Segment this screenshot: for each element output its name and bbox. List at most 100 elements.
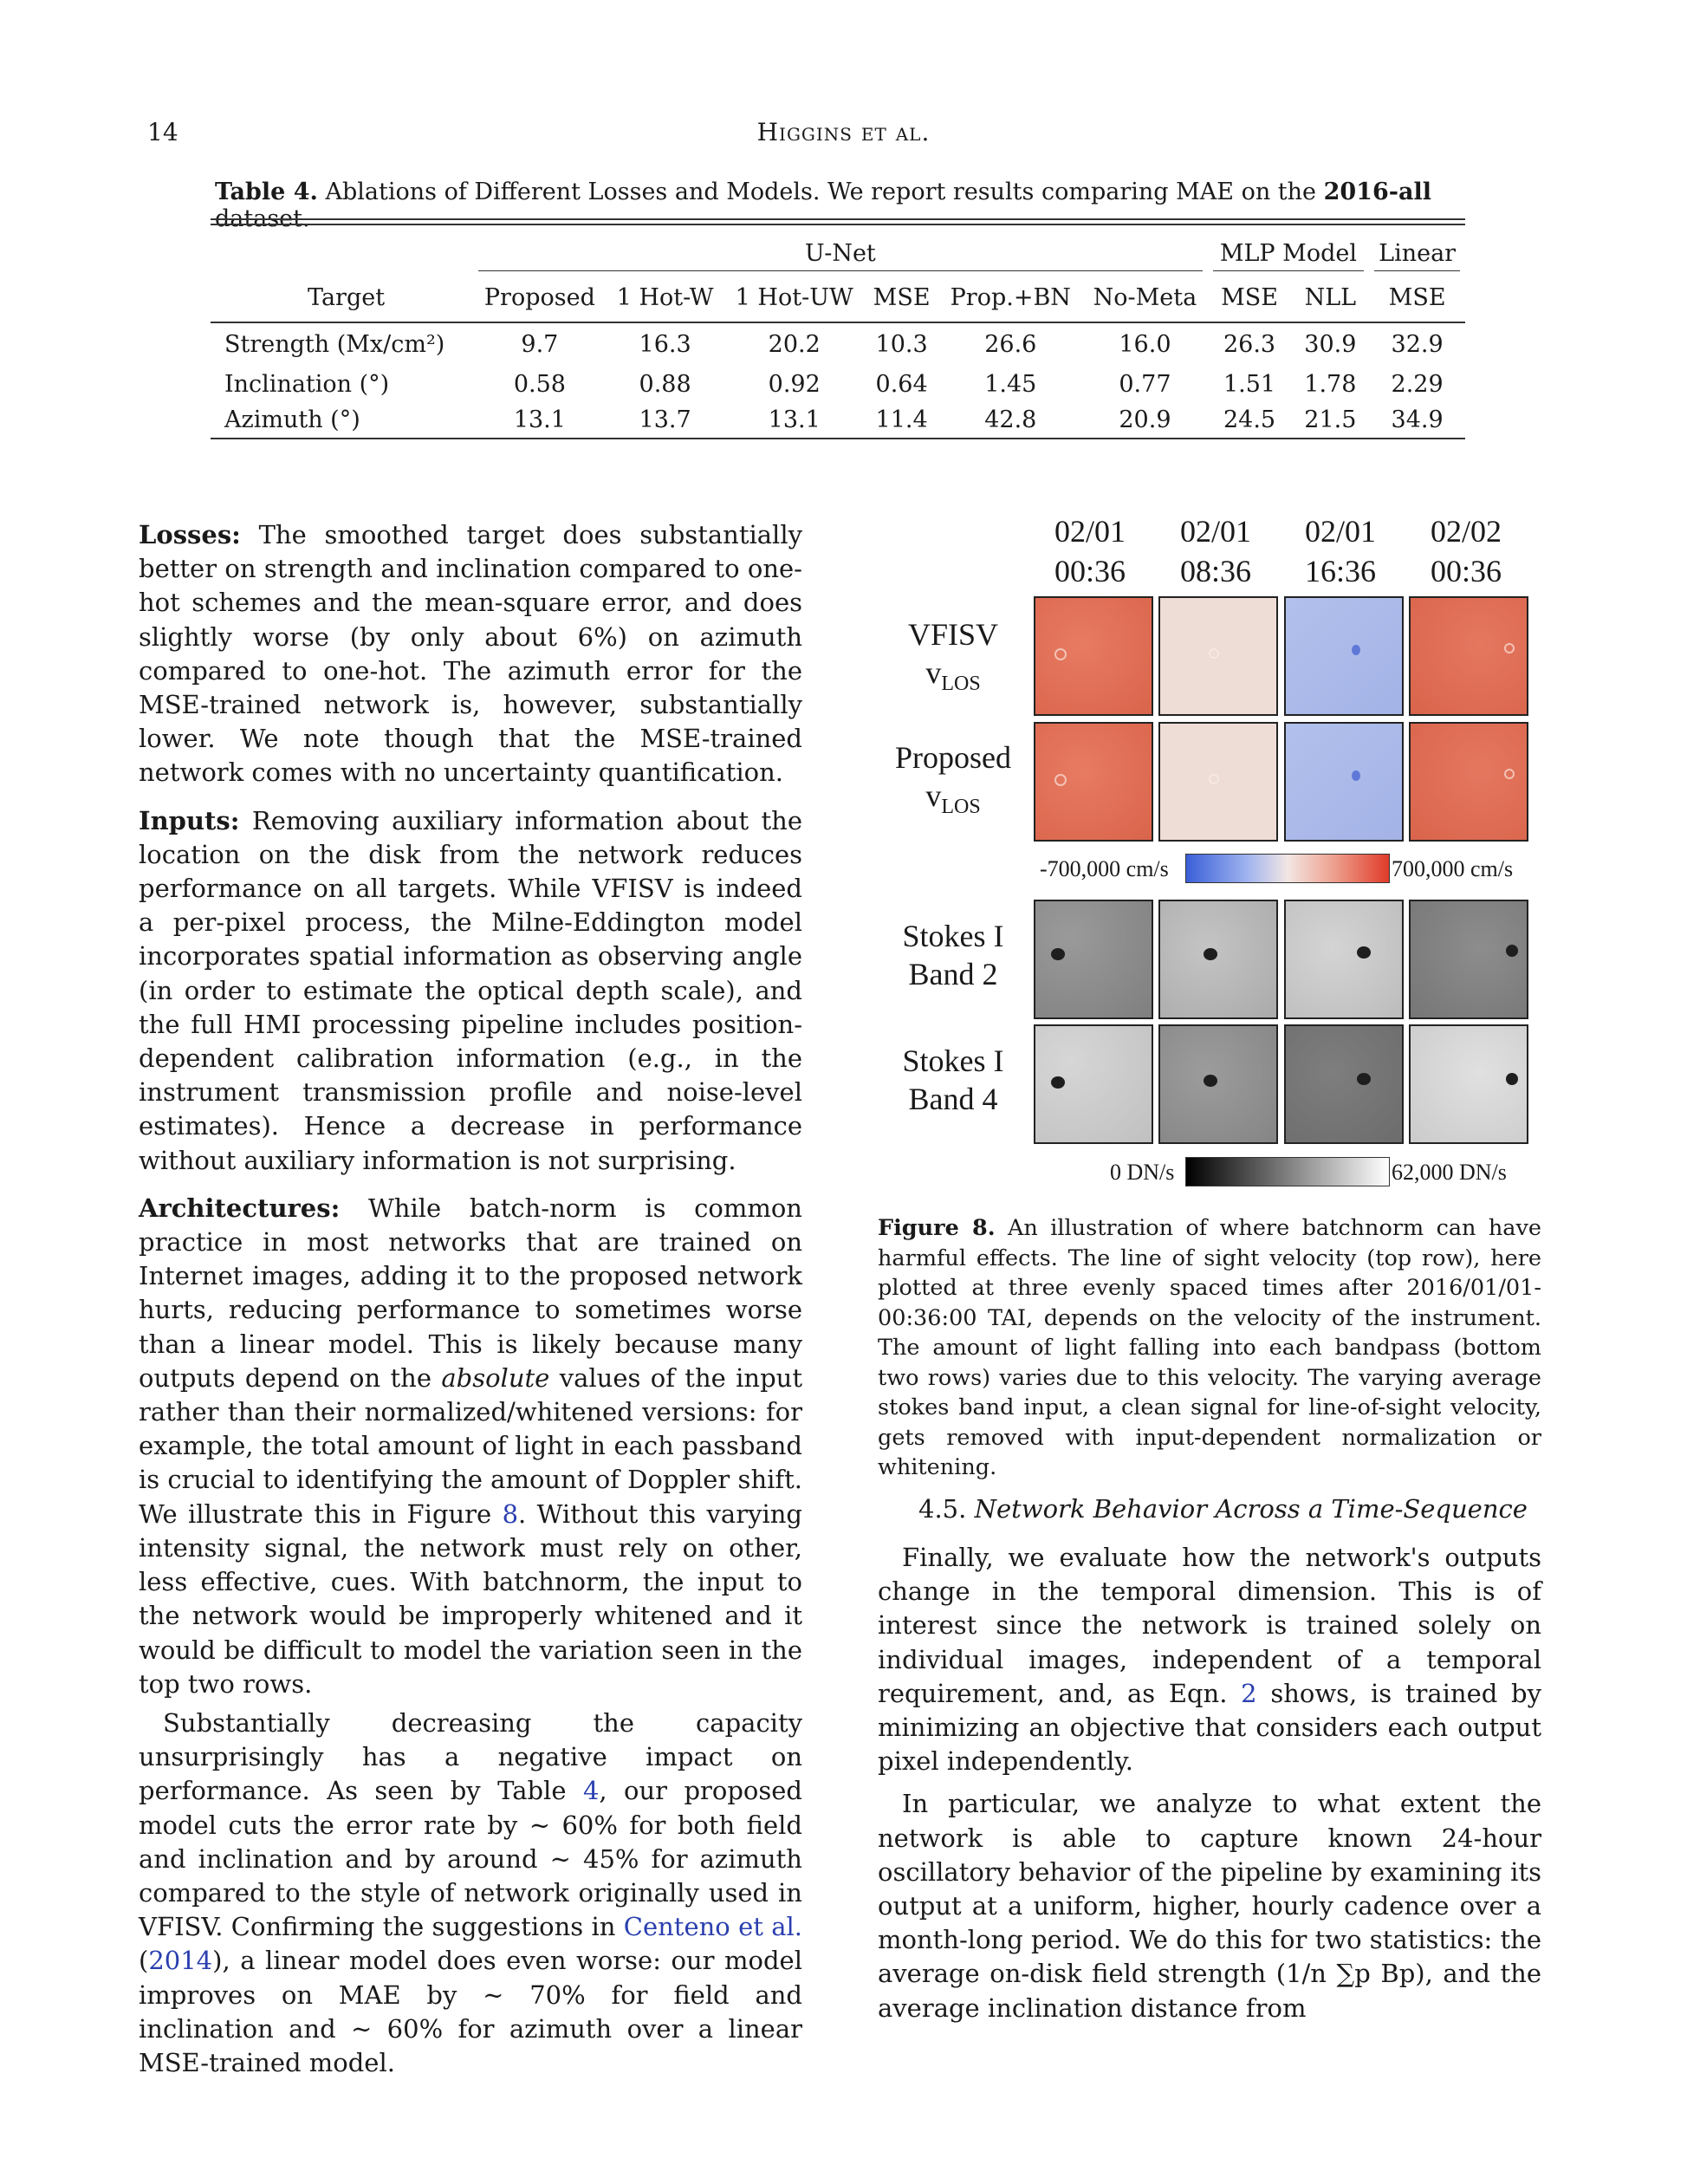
column-header: Prop.+BN — [938, 274, 1083, 323]
column-header: Proposed — [473, 274, 607, 323]
table-cell: 1.78 — [1304, 370, 1357, 398]
sunspot-marker — [1051, 1076, 1065, 1089]
row-label-line: vLOS — [875, 777, 1031, 826]
figure-caption-label: Figure 8. — [878, 1215, 996, 1241]
architectures-text-2: values of the input rather than their no… — [139, 1362, 802, 1529]
table-cell: 26.3 — [1223, 331, 1276, 358]
table-row: Strength (Mx/cm²) 9.7 16.3 20.2 10.3 26.… — [211, 322, 1465, 366]
table-cell: 24.5 — [1207, 402, 1292, 439]
architectures-heading: Architectures: — [139, 1193, 341, 1223]
sunspot-marker — [1357, 1073, 1371, 1085]
citation-year-link[interactable]: 2014 — [148, 1946, 213, 1976]
time-date: 02/02 — [1430, 514, 1502, 549]
capacity-text: Substantially decreasing the capacity un… — [139, 1707, 802, 1806]
table-cell: 11.4 — [864, 402, 939, 439]
time-clock: 08:36 — [1179, 554, 1251, 588]
time-label: 02/01 00:36 — [1025, 511, 1155, 591]
table-caption-dataset: 2016-all — [1323, 179, 1431, 205]
table-4-link[interactable]: 4 — [582, 1776, 600, 1806]
row-target: Strength (Mx/cm²) — [224, 331, 445, 358]
table-header-row: Target Proposed 1 Hot-W 1 Hot-UW MSE Pro… — [211, 274, 1465, 323]
sunspot-marker — [1054, 648, 1067, 660]
intensity-colorbar — [1185, 1157, 1390, 1186]
sunspot-marker — [1504, 643, 1515, 653]
group-unet: U-Net — [478, 240, 1203, 271]
intensity-colorbar-min: 0 DN/s — [1110, 1160, 1175, 1185]
paragraph-temporal: Finally, we evaluate how the network's o… — [878, 1541, 1541, 1778]
column-header: 1 Hot-UW — [723, 274, 865, 323]
time-clock: 16:36 — [1304, 554, 1376, 588]
row-label-line: Stokes I — [902, 919, 1004, 953]
row-label-band2: Stokes I Band 2 — [875, 917, 1031, 993]
table-group-row: U-Net MLP Model Linear — [211, 225, 1465, 274]
right-column: Finally, we evaluate how the network's o… — [878, 1541, 1541, 2034]
table-cell: 30.9 — [1304, 331, 1357, 358]
group-linear: Linear — [1374, 240, 1460, 271]
intensity-panel — [1284, 1024, 1404, 1144]
velocity-panel — [1158, 722, 1278, 842]
temporal-text: Finally, we evaluate how the network's o… — [878, 1543, 1541, 1708]
row-label-subscript: LOS — [941, 673, 981, 696]
figure-8-link[interactable]: 8 — [502, 1498, 519, 1529]
table-cell: 32.9 — [1391, 331, 1444, 358]
table-cell: 20.9 — [1082, 402, 1208, 439]
figure-caption: Figure 8. An illustration of where batch… — [878, 1213, 1541, 1483]
equation-2-link[interactable]: 2 — [1241, 1678, 1257, 1708]
architectures-text-3: . Without this varying intensity signal,… — [139, 1498, 802, 1699]
paragraph-capacity: Substantially decreasing the capacity un… — [139, 1706, 802, 2080]
time-date: 02/01 — [1304, 514, 1376, 549]
velocity-panel — [1034, 722, 1153, 842]
velocity-panel — [1409, 722, 1528, 842]
sunspot-marker — [1506, 1073, 1518, 1085]
running-head: Higgins et al. — [0, 118, 1687, 146]
time-label: 02/01 08:36 — [1151, 511, 1281, 591]
row-label-proposed: Proposed vLOS — [875, 738, 1031, 826]
architectures-text: While batch-norm is common practice in m… — [139, 1193, 802, 1393]
table-cell: 1.45 — [984, 370, 1037, 398]
velocity-colorbar-min: -700,000 cm/s — [1040, 856, 1169, 881]
table-cell: 10.3 — [875, 331, 928, 358]
sunspot-marker — [1209, 774, 1219, 784]
time-label: 02/01 16:36 — [1275, 511, 1405, 591]
table-caption-text: Ablations of Different Losses and Models… — [317, 179, 1324, 205]
inputs-heading: Inputs: — [139, 805, 240, 835]
table-row: Azimuth (°) 13.1 13.7 13.1 11.4 42.8 20.… — [211, 402, 1465, 439]
velocity-colorbar — [1185, 854, 1390, 883]
time-clock: 00:36 — [1430, 554, 1502, 588]
column-header: NLL — [1291, 274, 1370, 323]
intensity-panel — [1158, 1024, 1278, 1144]
sunspot-marker — [1357, 946, 1371, 959]
intensity-panel — [1284, 900, 1404, 1019]
table-cell: 20.2 — [768, 331, 821, 358]
row-target: Inclination (°) — [224, 370, 390, 398]
table-row: Inclination (°) 0.58 0.88 0.92 0.64 1.45… — [211, 366, 1465, 402]
row-target: Azimuth (°) — [211, 402, 474, 439]
figure-8: 02/01 00:36 02/01 08:36 02/01 16:36 02/02 00… — [875, 511, 1542, 1196]
centeno-citation-link[interactable]: Centeno et al. — [623, 1912, 802, 1942]
velocity-panel — [1158, 596, 1278, 716]
section-heading: 4.5. Network Behavior Across a Time-Sequ… — [918, 1494, 1528, 1524]
time-clock: 00:36 — [1054, 554, 1126, 588]
table-cell: 0.92 — [768, 370, 821, 398]
table-cell: 0.77 — [1119, 370, 1171, 398]
table-cell: 9.7 — [521, 331, 559, 358]
velocity-panel — [1284, 722, 1404, 842]
capacity-text-4: ), a linear model does even worse: our m… — [139, 1946, 802, 2077]
row-label-symbol: v — [925, 655, 942, 690]
sunspot-marker — [1204, 948, 1217, 960]
row-label-line: VFISV — [907, 617, 999, 652]
intensity-colorbar-max: 62,000 DN/s — [1392, 1160, 1507, 1185]
velocity-panel — [1284, 596, 1404, 716]
column-header: MSE — [1207, 274, 1292, 323]
time-date: 02/01 — [1054, 514, 1126, 549]
losses-heading: Losses: — [139, 520, 241, 549]
results-table: U-Net MLP Model Linear Target Proposed 1… — [211, 218, 1465, 439]
table-cell: 42.8 — [938, 402, 1083, 439]
page-number: 14 — [147, 118, 178, 146]
table-cell: 21.5 — [1291, 402, 1370, 439]
velocity-panel — [1409, 596, 1528, 716]
row-label-line: Band 2 — [908, 957, 998, 991]
figure-caption-text: An illustration of where batchnorm can h… — [878, 1215, 1541, 1480]
left-column: Losses: The smoothed target does substan… — [139, 518, 802, 2094]
sunspot-marker — [1051, 948, 1065, 960]
